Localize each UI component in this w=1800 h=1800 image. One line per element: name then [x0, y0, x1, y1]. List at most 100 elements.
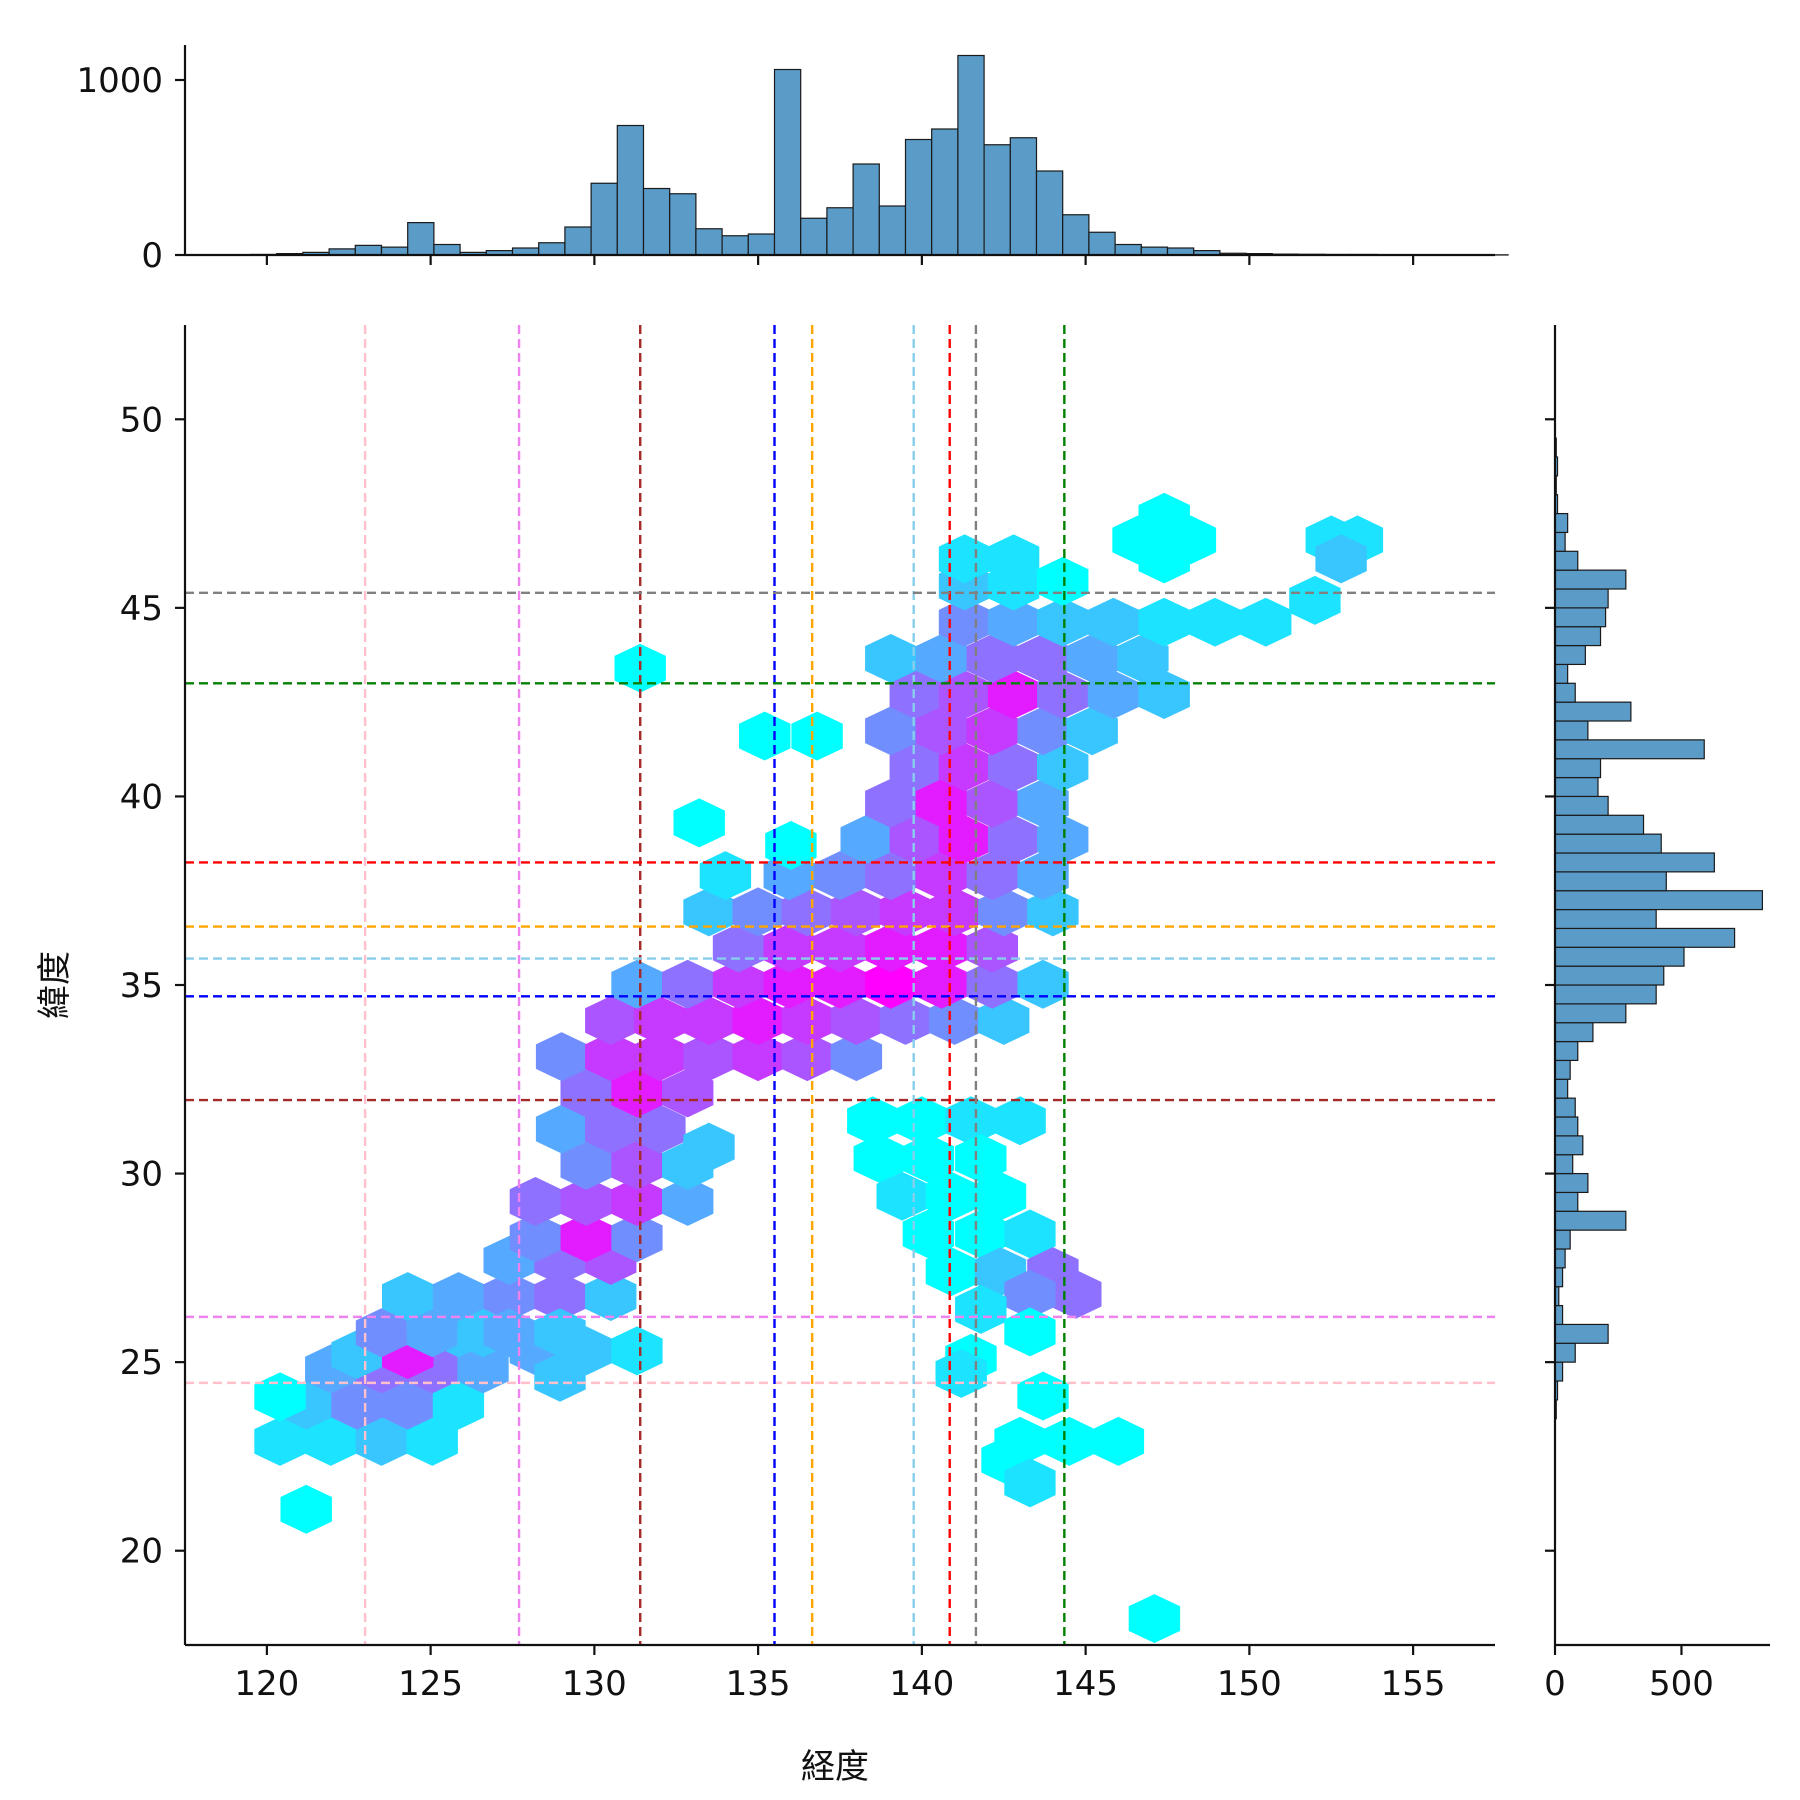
right-hist-bar	[1554, 682, 1576, 703]
top-y-tick-label: 1000	[76, 61, 163, 101]
top-hist-bar	[695, 228, 723, 256]
right-hist-bar	[1554, 569, 1627, 590]
top-hist-bar	[564, 226, 592, 256]
hexbin-cell	[987, 534, 1040, 584]
right-hist-bar	[1554, 1040, 1579, 1062]
hexbin-cell	[738, 711, 791, 761]
main-y-tick-label: 20	[120, 1532, 163, 1572]
right-hist-bar	[1554, 607, 1607, 628]
hexbin-cell	[902, 1133, 955, 1183]
top-hist-bar	[380, 246, 409, 256]
top-hist-bar	[800, 217, 828, 256]
top-hist-bar	[721, 235, 749, 256]
top-hist-bar	[1114, 243, 1142, 256]
hexbin-cell	[1037, 814, 1089, 864]
hexbin-cell	[1289, 575, 1341, 625]
right-hist-bar	[1554, 1059, 1571, 1080]
right-hist-bar	[1554, 1304, 1564, 1326]
right-hist-bar	[1554, 758, 1602, 779]
hexbin-cell	[534, 1352, 586, 1402]
right-hist-bar	[1554, 795, 1609, 816]
top-hist-bar	[983, 144, 1011, 256]
top-hist-bar	[1035, 170, 1064, 256]
hexbin-cell	[585, 1272, 637, 1322]
top-hist-bar	[826, 207, 854, 256]
hexbin-cell	[994, 1096, 1046, 1146]
right-hist-bar	[1554, 588, 1609, 609]
top-hist-bar	[852, 163, 880, 256]
x-axis-label: 経度	[801, 1747, 869, 1787]
main-x-tick-label: 150	[1217, 1664, 1282, 1704]
hexbin-cell	[935, 1348, 987, 1398]
hexbin-cell	[1315, 534, 1367, 584]
right-hist-bar	[1554, 701, 1632, 722]
hexbin-cell	[661, 1068, 714, 1118]
hexbin-cell	[1043, 1416, 1095, 1466]
right-hist-bar	[1554, 1342, 1576, 1363]
hexbin-cell	[978, 995, 1030, 1045]
top-hist-bar	[904, 138, 933, 256]
right-hist-bar	[1554, 512, 1569, 534]
right-hist-bar	[1554, 927, 1736, 948]
main-y-tick-label: 40	[120, 777, 163, 817]
top-hist-bar	[1062, 214, 1090, 256]
right-histogram	[1554, 437, 1764, 1420]
top-hist-bar	[878, 205, 907, 256]
right-hist-bar	[1554, 852, 1715, 873]
right-hist-bar	[1554, 946, 1685, 967]
hexbin-cell	[1017, 778, 1069, 828]
top-hist-bar	[773, 68, 802, 256]
right-hist-bar	[1554, 965, 1665, 986]
main-x-tick-label: 155	[1381, 1664, 1446, 1704]
hexbin-cell	[254, 1372, 306, 1422]
right-hist-bar	[1554, 739, 1705, 760]
hexbin-cell	[661, 1176, 714, 1226]
main-x-tick-label: 140	[889, 1664, 954, 1704]
top-histogram	[249, 54, 1509, 256]
top-hist-bar	[616, 124, 645, 256]
top-hist-bar	[354, 244, 383, 256]
hexbin-cell	[1027, 887, 1079, 937]
hexbin-cell	[955, 1284, 1007, 1334]
hexbin-cell	[1092, 1416, 1145, 1466]
right-hist-bar	[1554, 1172, 1589, 1194]
right-hist-bar	[1554, 1191, 1579, 1212]
hexbin-cell	[830, 1032, 883, 1082]
main-y-tick-label: 25	[120, 1343, 163, 1383]
right-hist-bar	[1554, 1116, 1579, 1137]
right-hist-bar	[1554, 776, 1599, 798]
right-hist-bar	[1554, 644, 1586, 666]
right-hist-bar	[1554, 1361, 1564, 1382]
hexbin-cell	[280, 1484, 332, 1534]
hexbin-cell	[611, 1213, 663, 1263]
main-y-tick-label: 45	[120, 589, 163, 629]
main-x-tick-label: 135	[726, 1664, 791, 1704]
right-hist-bar	[1554, 531, 1566, 552]
right-hist-bar	[1554, 720, 1589, 741]
hexbin-cell	[509, 1176, 562, 1226]
hexbin-cells	[254, 492, 1384, 1644]
hexbin-cell	[534, 1308, 586, 1358]
hexbin-cell	[611, 1326, 663, 1376]
top-y-tick-label: 0	[141, 236, 163, 276]
right-hist-bar	[1554, 626, 1602, 647]
right-hist-bar	[1554, 1267, 1564, 1288]
top-hist-bar	[642, 187, 671, 256]
hexbin-cell	[1017, 959, 1069, 1009]
hexbin-cell	[902, 1209, 955, 1259]
hexbin-cell	[432, 1380, 485, 1430]
right-hist-bar	[1554, 814, 1645, 835]
right-hist-bar	[1554, 550, 1579, 571]
hexbin-cell	[791, 711, 843, 761]
hexbin-cell	[1240, 597, 1292, 647]
right-hist-bar	[1554, 1323, 1609, 1344]
right-hist-bar	[1554, 1154, 1574, 1175]
axes: 120 125 130 135 140 145 150 1552025303540455001…	[76, 45, 1770, 1704]
hexbin-cell	[1017, 1371, 1069, 1421]
hexbin-cell	[1128, 1594, 1181, 1644]
main-y-tick-label: 50	[120, 400, 163, 440]
right-hist-bar	[1554, 1135, 1584, 1156]
right-hist-bar	[1554, 908, 1657, 930]
hexbin-cell	[945, 1096, 997, 1146]
hexbin-cell	[457, 1344, 509, 1394]
